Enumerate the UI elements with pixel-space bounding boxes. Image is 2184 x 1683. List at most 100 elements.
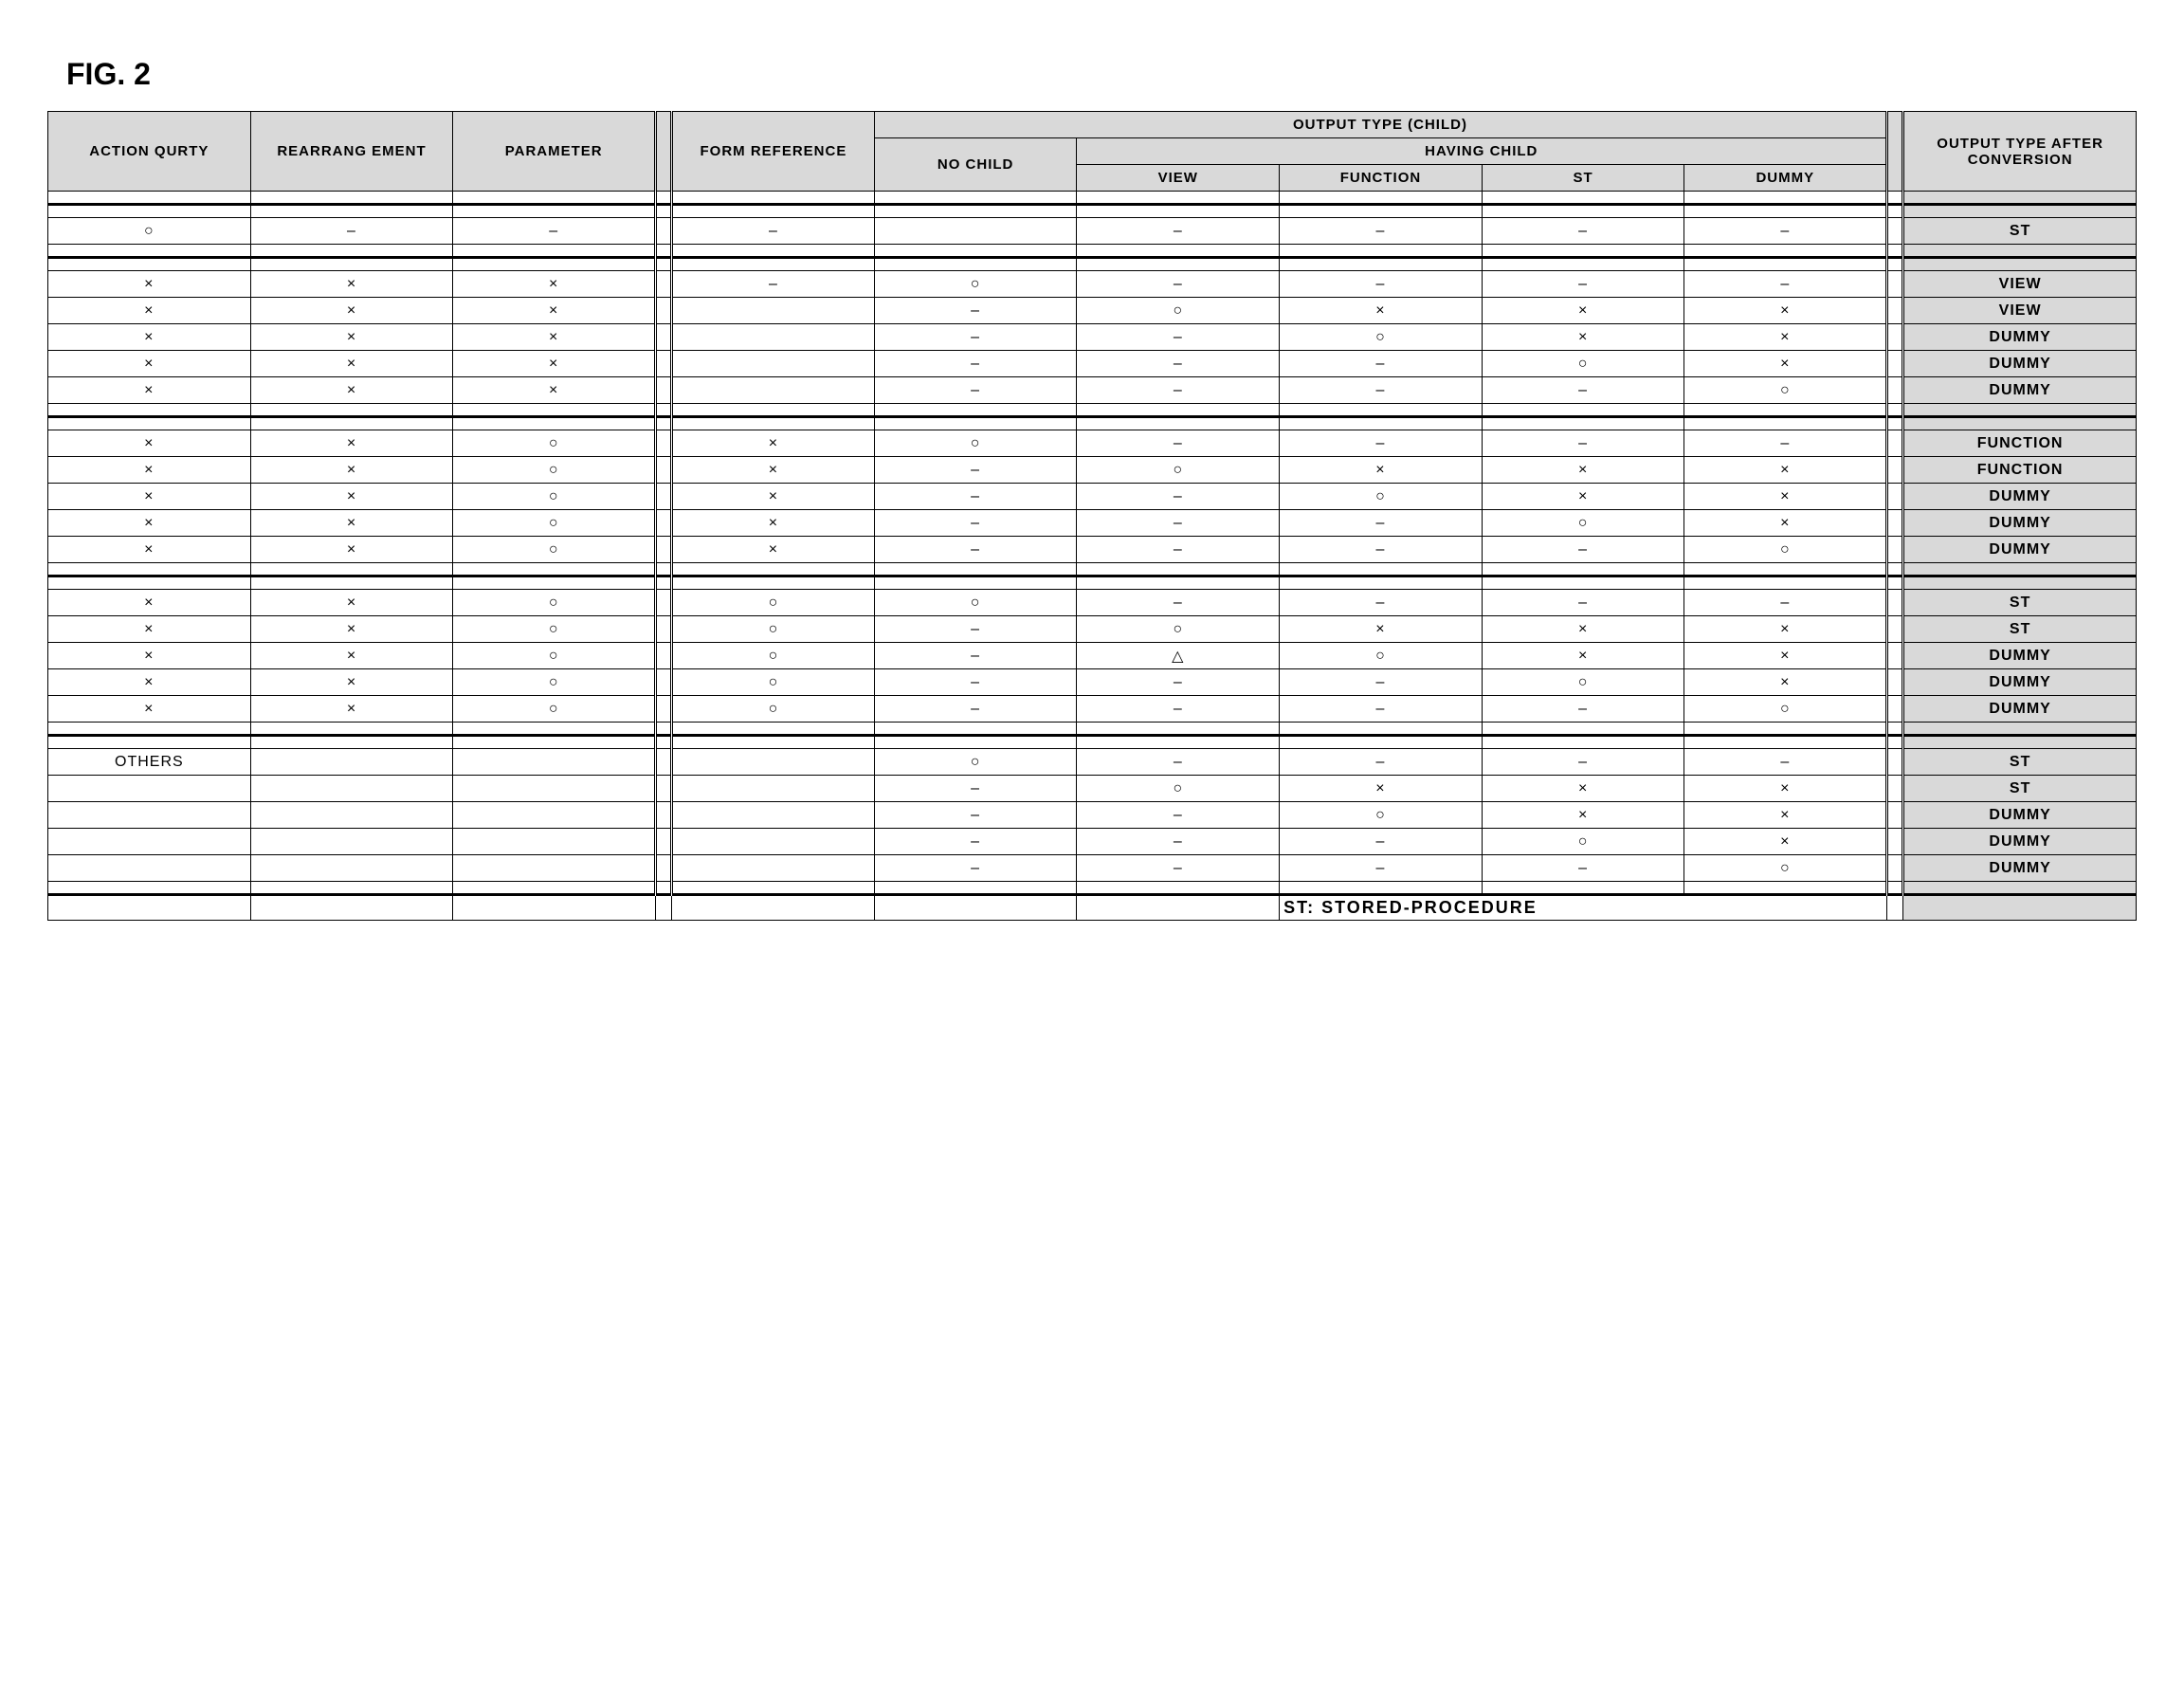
cell-rearrangement: ×: [250, 696, 453, 723]
cell-rearrangement: [250, 749, 453, 776]
column-gap: [1887, 749, 1903, 776]
cell-action: ×: [48, 271, 251, 298]
cell-st: –: [1482, 430, 1684, 457]
cell-view: △: [1077, 643, 1280, 669]
table-row: ×××–○×××VIEW: [48, 298, 2137, 324]
cell-parameter: ○: [453, 537, 656, 563]
cell-action: [48, 855, 251, 882]
table-row: ○–––––––ST: [48, 218, 2137, 245]
column-gap: [656, 802, 672, 829]
cell-st: ×: [1482, 324, 1684, 351]
col-parameter: PARAMETER: [453, 112, 656, 192]
cell-view: –: [1077, 537, 1280, 563]
cell-function: –: [1280, 829, 1483, 855]
cell-no-child: ○: [874, 271, 1077, 298]
cell-view: –: [1077, 271, 1280, 298]
cell-st: ×: [1482, 457, 1684, 484]
cell-view: –: [1077, 696, 1280, 723]
cell-no-child: –: [874, 696, 1077, 723]
column-gap: [656, 484, 672, 510]
cell-no-child: ○: [874, 590, 1077, 616]
footnote-blank: [874, 895, 1077, 921]
column-gap: [1887, 776, 1903, 802]
cell-function: –: [1280, 855, 1483, 882]
cell-rearrangement: ×: [250, 510, 453, 537]
column-gap: [1887, 669, 1903, 696]
column-gap: [656, 377, 672, 404]
cell-function: –: [1280, 537, 1483, 563]
cell-view: –: [1077, 590, 1280, 616]
cell-parameter: [453, 776, 656, 802]
cell-parameter: [453, 749, 656, 776]
column-gap: [1887, 802, 1903, 829]
column-gap: [1887, 643, 1903, 669]
footnote-blank: [672, 895, 875, 921]
cell-form-ref: [672, 855, 875, 882]
table-row: ––○××DUMMY: [48, 802, 2137, 829]
cell-parameter: ○: [453, 696, 656, 723]
cell-parameter: ×: [453, 271, 656, 298]
col-function: FUNCTION: [1280, 165, 1483, 192]
cell-dummy: ○: [1684, 855, 1887, 882]
cell-rearrangement: ×: [250, 298, 453, 324]
column-gap: [656, 537, 672, 563]
table-row: ×××–––○×DUMMY: [48, 351, 2137, 377]
footnote-blank: [250, 895, 453, 921]
cell-dummy: ○: [1684, 696, 1887, 723]
cell-form-ref: –: [672, 218, 875, 245]
cell-st: –: [1482, 537, 1684, 563]
cell-dummy: ×: [1684, 351, 1887, 377]
cell-st: ×: [1482, 484, 1684, 510]
cell-output: VIEW: [1903, 271, 2137, 298]
cell-st: ○: [1482, 510, 1684, 537]
column-gap: [1887, 298, 1903, 324]
cell-function: ×: [1280, 298, 1483, 324]
cell-dummy: ×: [1684, 298, 1887, 324]
cell-form-ref: [672, 377, 875, 404]
cell-no-child: –: [874, 484, 1077, 510]
cell-parameter: ×: [453, 351, 656, 377]
cell-st: ×: [1482, 802, 1684, 829]
column-gap: [656, 590, 672, 616]
cell-form-ref: ○: [672, 696, 875, 723]
cell-function: ○: [1280, 802, 1483, 829]
cell-st: –: [1482, 696, 1684, 723]
column-gap: [1887, 271, 1903, 298]
column-gap: [1887, 537, 1903, 563]
cell-rearrangement: ×: [250, 271, 453, 298]
table-row: ××○×○––––FUNCTION: [48, 430, 2137, 457]
cell-form-ref: [672, 324, 875, 351]
col-having-child: HAVING CHILD: [1077, 138, 1887, 165]
cell-action: ×: [48, 616, 251, 643]
cell-dummy: ×: [1684, 643, 1887, 669]
cell-no-child: –: [874, 510, 1077, 537]
cell-function: –: [1280, 749, 1483, 776]
cell-form-ref: [672, 802, 875, 829]
cell-dummy: ×: [1684, 802, 1887, 829]
cell-dummy: –: [1684, 590, 1887, 616]
cell-function: –: [1280, 271, 1483, 298]
cell-rearrangement: –: [250, 218, 453, 245]
cell-st: –: [1482, 218, 1684, 245]
column-gap: [656, 351, 672, 377]
cell-rearrangement: ×: [250, 430, 453, 457]
col-output-type-child: OUTPUT TYPE (CHILD): [874, 112, 1886, 138]
cell-view: ○: [1077, 776, 1280, 802]
cell-view: –: [1077, 829, 1280, 855]
cell-form-ref: ×: [672, 537, 875, 563]
footnote-blank: [48, 895, 251, 921]
cell-action: ×: [48, 351, 251, 377]
cell-form-ref: [672, 829, 875, 855]
column-gap: [656, 218, 672, 245]
cell-function: ×: [1280, 457, 1483, 484]
cell-dummy: ×: [1684, 829, 1887, 855]
column-gap: [1887, 484, 1903, 510]
cell-output: FUNCTION: [1903, 430, 2137, 457]
cell-function: –: [1280, 669, 1483, 696]
cell-rearrangement: ×: [250, 616, 453, 643]
cell-view: –: [1077, 749, 1280, 776]
cell-st: –: [1482, 590, 1684, 616]
cell-no-child: [874, 218, 1077, 245]
cell-rearrangement: ×: [250, 643, 453, 669]
cell-rearrangement: [250, 776, 453, 802]
